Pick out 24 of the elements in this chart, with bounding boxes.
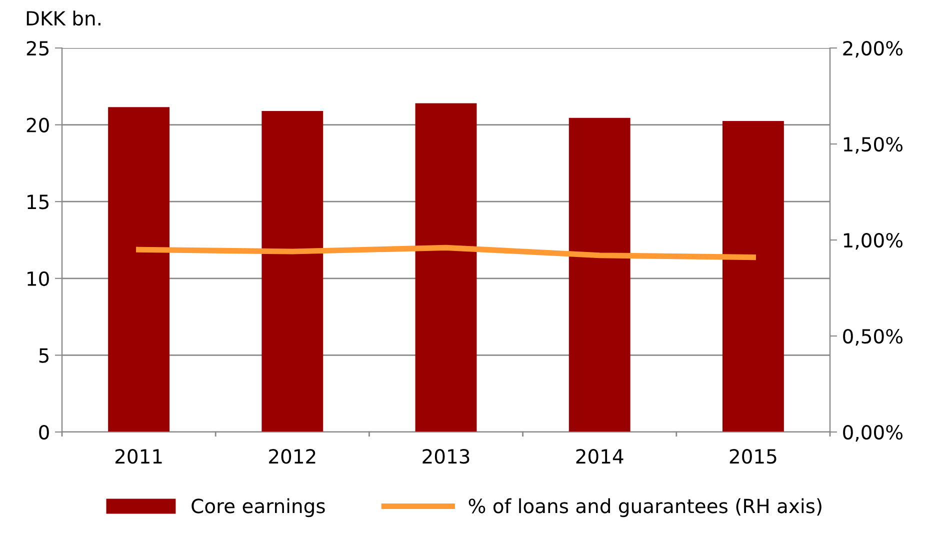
y2-tick-label: 0,00% bbox=[843, 424, 903, 442]
y-tick-label: 25 bbox=[26, 40, 48, 56]
bar bbox=[722, 120, 784, 432]
y-axis-title: DKK bn. bbox=[26, 10, 100, 26]
x-tick-label: 2014 bbox=[576, 449, 624, 464]
bar bbox=[108, 107, 170, 432]
x-tick-label: 2011 bbox=[115, 449, 162, 464]
y2-tick-label: 1,00% bbox=[844, 232, 903, 250]
y-tick-label: 5 bbox=[39, 348, 48, 363]
bar bbox=[415, 103, 477, 432]
x-tick-label: 2012 bbox=[269, 449, 316, 464]
y-tick-label: 0 bbox=[39, 424, 49, 440]
bar bbox=[262, 110, 324, 432]
bar bbox=[568, 118, 630, 432]
y2-tick-label: 0,50% bbox=[843, 328, 903, 346]
x-tick-label: 2015 bbox=[730, 449, 776, 464]
y2-tick-label: 1,50% bbox=[844, 136, 903, 154]
y-tick-label: 20 bbox=[26, 118, 49, 132]
y2-tick-label: 2,00% bbox=[843, 40, 903, 58]
y-tick-label: 15 bbox=[28, 194, 48, 210]
x-tick-label: 2013 bbox=[422, 449, 470, 464]
legend-label: Core earnings bbox=[192, 498, 325, 518]
y-tick-label: 10 bbox=[28, 271, 49, 286]
legend-label: % of loans and guarantees (RH axis) bbox=[468, 498, 822, 518]
